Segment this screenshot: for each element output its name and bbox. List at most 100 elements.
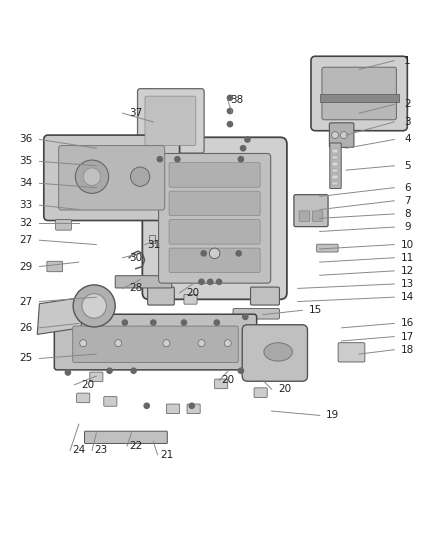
- FancyBboxPatch shape: [73, 326, 238, 362]
- Bar: [149, 236, 155, 243]
- Text: 10: 10: [401, 240, 414, 249]
- FancyBboxPatch shape: [317, 244, 338, 252]
- Circle shape: [181, 320, 187, 325]
- Text: 18: 18: [401, 345, 414, 355]
- FancyBboxPatch shape: [169, 191, 260, 216]
- Polygon shape: [37, 297, 83, 334]
- FancyBboxPatch shape: [142, 138, 287, 300]
- FancyBboxPatch shape: [169, 163, 260, 187]
- Circle shape: [115, 340, 122, 346]
- Text: 24: 24: [72, 446, 85, 456]
- Text: 20: 20: [186, 288, 199, 298]
- Text: 29: 29: [20, 262, 33, 271]
- Text: 12: 12: [401, 266, 414, 276]
- Text: 4: 4: [404, 134, 411, 144]
- Circle shape: [80, 340, 87, 346]
- Text: 14: 14: [401, 292, 414, 302]
- Bar: [332, 149, 338, 152]
- Text: 20: 20: [81, 379, 94, 390]
- FancyBboxPatch shape: [338, 343, 365, 362]
- Text: 20: 20: [221, 375, 234, 385]
- Text: 2: 2: [404, 100, 411, 109]
- FancyBboxPatch shape: [330, 143, 341, 189]
- FancyBboxPatch shape: [115, 276, 172, 288]
- Circle shape: [122, 320, 127, 325]
- FancyBboxPatch shape: [294, 195, 328, 227]
- Text: 38: 38: [230, 95, 243, 105]
- Text: 22: 22: [129, 441, 142, 451]
- Text: 7: 7: [404, 196, 411, 206]
- FancyBboxPatch shape: [312, 211, 323, 221]
- Circle shape: [144, 403, 149, 408]
- Text: 9: 9: [404, 222, 411, 232]
- FancyBboxPatch shape: [187, 404, 200, 414]
- Circle shape: [208, 279, 213, 285]
- Circle shape: [65, 370, 71, 375]
- Circle shape: [175, 157, 180, 162]
- FancyBboxPatch shape: [47, 261, 63, 272]
- Text: 20: 20: [278, 384, 291, 394]
- FancyBboxPatch shape: [184, 295, 197, 304]
- Text: 3: 3: [404, 117, 411, 127]
- Text: 30: 30: [129, 253, 142, 263]
- Text: 26: 26: [20, 323, 33, 333]
- Circle shape: [201, 251, 206, 256]
- Text: 5: 5: [404, 161, 411, 171]
- Circle shape: [236, 251, 241, 256]
- Circle shape: [216, 279, 222, 285]
- FancyBboxPatch shape: [242, 325, 307, 381]
- Circle shape: [199, 279, 204, 285]
- Circle shape: [245, 137, 250, 142]
- Circle shape: [163, 340, 170, 346]
- Circle shape: [131, 167, 150, 187]
- FancyBboxPatch shape: [299, 211, 310, 221]
- Circle shape: [107, 368, 112, 374]
- Bar: [332, 182, 338, 185]
- Bar: [332, 156, 338, 159]
- Text: 36: 36: [20, 134, 33, 144]
- Bar: [332, 175, 338, 179]
- Text: 33: 33: [20, 200, 33, 210]
- Text: 32: 32: [20, 217, 33, 228]
- Circle shape: [224, 340, 231, 346]
- FancyBboxPatch shape: [322, 67, 396, 120]
- Text: 21: 21: [160, 450, 173, 460]
- FancyBboxPatch shape: [169, 248, 260, 273]
- Text: 27: 27: [20, 235, 33, 245]
- FancyBboxPatch shape: [159, 154, 271, 283]
- Circle shape: [151, 320, 156, 325]
- Text: 15: 15: [309, 305, 322, 316]
- Circle shape: [227, 122, 233, 127]
- FancyBboxPatch shape: [215, 379, 228, 389]
- FancyBboxPatch shape: [148, 287, 174, 305]
- FancyBboxPatch shape: [311, 56, 407, 131]
- FancyBboxPatch shape: [69, 180, 85, 191]
- Circle shape: [75, 160, 109, 193]
- FancyBboxPatch shape: [166, 404, 180, 414]
- FancyBboxPatch shape: [54, 314, 257, 370]
- FancyBboxPatch shape: [145, 96, 196, 146]
- Text: 37: 37: [129, 108, 142, 118]
- Circle shape: [238, 368, 244, 374]
- Circle shape: [227, 95, 233, 101]
- Text: 35: 35: [20, 156, 33, 166]
- Bar: [332, 162, 338, 166]
- FancyBboxPatch shape: [169, 220, 260, 244]
- Bar: [320, 94, 399, 102]
- Circle shape: [227, 108, 233, 114]
- FancyBboxPatch shape: [138, 88, 204, 153]
- Circle shape: [189, 403, 194, 408]
- FancyBboxPatch shape: [254, 388, 267, 398]
- FancyBboxPatch shape: [251, 287, 279, 305]
- Text: 13: 13: [401, 279, 414, 289]
- Circle shape: [332, 132, 339, 139]
- Circle shape: [73, 285, 115, 327]
- Circle shape: [157, 157, 162, 162]
- FancyBboxPatch shape: [85, 431, 167, 443]
- FancyBboxPatch shape: [90, 372, 103, 382]
- Text: 31: 31: [147, 240, 160, 249]
- Circle shape: [83, 168, 101, 185]
- Text: 23: 23: [94, 446, 107, 456]
- Bar: [332, 169, 338, 172]
- Circle shape: [214, 320, 219, 325]
